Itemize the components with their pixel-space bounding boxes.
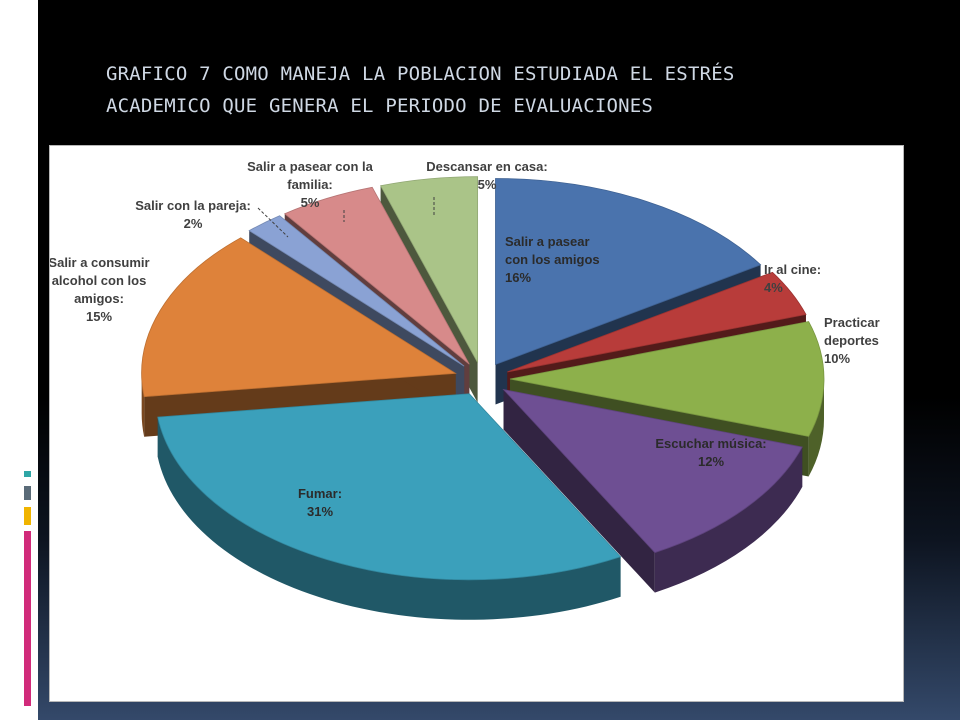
slice-label-pareja: Salir con la pareja: 2%: [135, 198, 251, 231]
slice-label-musica: Escuchar música: 12%: [655, 436, 766, 469]
accent-bar-magenta: [24, 531, 31, 706]
pie-slice-fumar: [157, 393, 622, 620]
slice-label-casa: Descansar en casa: 5%: [426, 159, 547, 192]
accent-bar-gray: [24, 486, 31, 500]
slice-label-deportes: Practicar deportes 10%: [824, 315, 880, 366]
slide-title: GRAFICO 7 COMO MANEJA LA POBLACION ESTUD…: [106, 58, 896, 122]
pie-chart: Salir a pasear con los amigos 16% Ir al cin…: [50, 159, 880, 620]
slice-label-familia: Salir a pasear con la familia: 5%: [247, 159, 374, 210]
slice-label-alcohol: Salir a consumir alcohol con los amigos: 15…: [50, 255, 150, 324]
slice-label-amigos: Salir a pasear con los amigos 16%: [505, 234, 600, 285]
slice-label-cine: Ir al cine: 4%: [764, 262, 821, 295]
slice-label-fumar: Fumar: 31%: [298, 486, 342, 519]
slide-title-line-1: GRAFICO 7 COMO MANEJA LA POBLACION ESTUD…: [106, 63, 735, 85]
left-decor-strip: [0, 0, 38, 720]
accent-bar-teal: [24, 471, 31, 477]
accent-bar-yellow: [24, 507, 31, 525]
chart-frame: Salir a pasear con los amigos 16% Ir al cin…: [49, 145, 904, 702]
pie-slice-musica: [502, 388, 803, 593]
leader-line-pareja: [257, 207, 289, 238]
slide-title-line-2: ACADEMICO QUE GENERA EL PERIODO DE EVALU…: [106, 95, 654, 117]
